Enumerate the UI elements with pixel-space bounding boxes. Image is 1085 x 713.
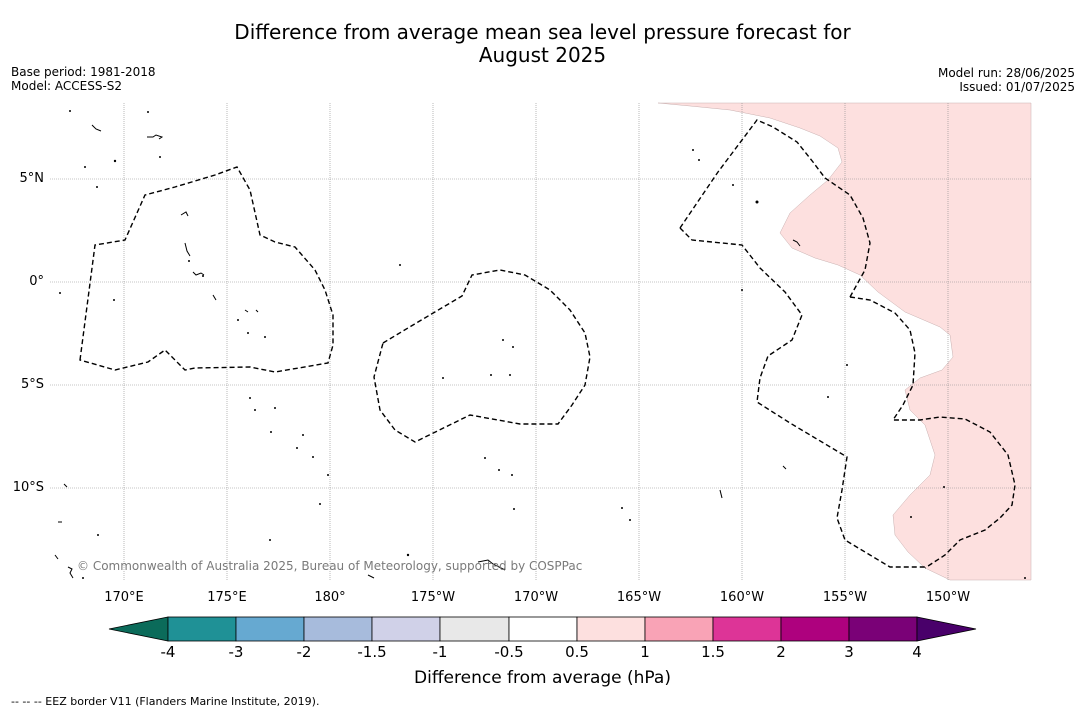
island-dots bbox=[59, 110, 1026, 579]
colorbar-bin bbox=[439, 616, 510, 642]
lat-label-0: 0° bbox=[29, 274, 44, 289]
eez-borders bbox=[79, 119, 1016, 569]
lat-label-5s: 5°S bbox=[20, 377, 44, 392]
model-name: Model: ACCESS-S2 bbox=[11, 79, 123, 93]
lon-label-175w: 175°W bbox=[410, 590, 456, 605]
graticule bbox=[50, 103, 1031, 580]
colorbar-bin bbox=[303, 616, 373, 642]
colorbar-tick: -1.5 bbox=[357, 643, 387, 661]
colorbar-tick: 0.5 bbox=[565, 643, 589, 661]
eez-east bbox=[849, 296, 1016, 569]
colorbar-tick: 1 bbox=[640, 643, 650, 661]
lon-label-160w: 160°W bbox=[719, 590, 765, 605]
lon-label-180: 180° bbox=[314, 590, 346, 605]
colorbar-extend-max bbox=[916, 616, 977, 642]
colorbar-bin bbox=[848, 616, 918, 642]
model-run: Model run: 28/06/2025 bbox=[937, 66, 1075, 80]
colorbar-bin bbox=[371, 616, 441, 642]
title-line-2: August 2025 bbox=[478, 43, 607, 67]
eez-central bbox=[373, 269, 591, 443]
positive-anomaly-region bbox=[657, 102, 1032, 581]
issued-date: Issued: 01/07/2025 bbox=[959, 80, 1075, 94]
eez-line-islands bbox=[679, 119, 871, 298]
meta-right: Model run: 28/06/2025 Issued: 01/07/2025 bbox=[938, 66, 1075, 94]
lon-label-150w: 150°W bbox=[925, 590, 971, 605]
colorbar-tick: -4 bbox=[160, 643, 176, 661]
colorbar-tick: 2 bbox=[776, 643, 786, 661]
eez-footnote: -- -- -- EEZ border V11 (Flanders Marine… bbox=[11, 695, 320, 708]
colorbar-bin bbox=[576, 616, 646, 642]
colorbar-bin bbox=[167, 616, 237, 642]
colorbar-extend-min bbox=[108, 616, 169, 642]
meta-left: Base period: 1981-2018 Model: ACCESS-S2 bbox=[11, 65, 156, 93]
lat-label-5n: 5°N bbox=[19, 171, 45, 186]
colorbar-bin bbox=[712, 616, 782, 642]
lon-label-155w: 155°W bbox=[822, 590, 868, 605]
colorbar-bin bbox=[508, 616, 578, 642]
lon-label-170e: 170°E bbox=[104, 590, 144, 605]
chart-title: Difference from average mean sea level p… bbox=[0, 21, 1085, 67]
base-period: Base period: 1981-2018 bbox=[11, 65, 156, 79]
copyright-credit: © Commonwealth of Australia 2025, Bureau… bbox=[77, 559, 583, 573]
lon-label-170w: 170°W bbox=[513, 590, 559, 605]
eez-kiribati-gilbert bbox=[79, 166, 334, 373]
eez-line-islands-2 bbox=[679, 227, 925, 568]
colorbar-tick: -3 bbox=[228, 643, 244, 661]
colorbar-bin bbox=[644, 616, 714, 642]
title-line-1: Difference from average mean sea level p… bbox=[234, 20, 851, 44]
colorbar-bin bbox=[235, 616, 305, 642]
islands bbox=[54, 124, 801, 579]
lon-label-165w: 165°W bbox=[616, 590, 662, 605]
colorbar-tick: -1 bbox=[432, 643, 448, 661]
colorbar-tick: 3 bbox=[844, 643, 854, 661]
lat-label-10s: 10°S bbox=[12, 480, 44, 495]
colorbar-bin bbox=[780, 616, 850, 642]
colorbar-tick: 1.5 bbox=[701, 643, 725, 661]
lon-label-175e: 175°E bbox=[207, 590, 247, 605]
colorbar-tick: -2 bbox=[296, 643, 312, 661]
colorbar-label: Difference from average (hPa) bbox=[414, 668, 671, 688]
colorbar-tick: 4 bbox=[912, 643, 922, 661]
colorbar-tick: -0.5 bbox=[494, 643, 524, 661]
